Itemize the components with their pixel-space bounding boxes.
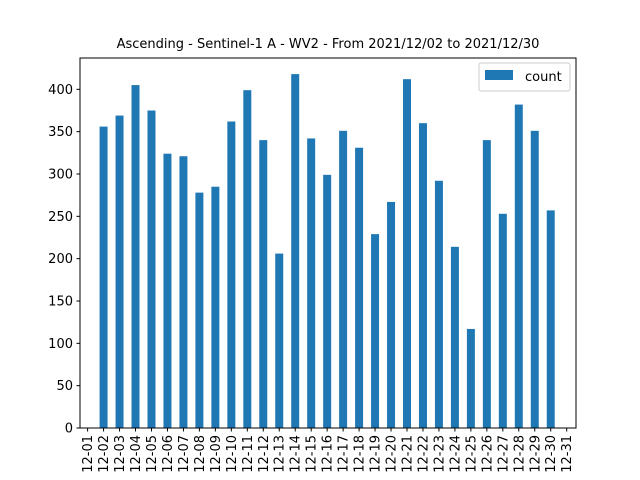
bar-12-27 bbox=[498, 213, 507, 428]
x-tick-label: 12-05 bbox=[145, 435, 160, 473]
x-tick-label: 12-30 bbox=[544, 435, 559, 473]
y-tick-label: 200 bbox=[48, 252, 73, 267]
bar-12-02 bbox=[99, 126, 108, 428]
bars-group bbox=[99, 74, 555, 429]
bar-12-06 bbox=[163, 153, 172, 428]
legend-label-count: count bbox=[525, 70, 562, 85]
bar-12-22 bbox=[418, 123, 427, 428]
bar-12-23 bbox=[434, 180, 443, 428]
bar-12-07 bbox=[179, 156, 188, 428]
x-tick-label: 12-01 bbox=[81, 435, 96, 473]
bar-12-19 bbox=[371, 234, 380, 428]
x-tick-label: 12-15 bbox=[305, 435, 320, 473]
bar-12-08 bbox=[195, 192, 204, 428]
x-tick-label: 12-25 bbox=[464, 435, 479, 473]
x-tick-label: 12-20 bbox=[385, 435, 400, 473]
x-tick-label: 12-21 bbox=[401, 435, 416, 473]
x-tick-label: 12-08 bbox=[193, 435, 208, 473]
x-tick-label: 12-22 bbox=[416, 435, 431, 473]
bar-12-16 bbox=[323, 174, 332, 428]
x-tick-label: 12-31 bbox=[560, 435, 575, 473]
x-tick-label: 12-28 bbox=[512, 435, 527, 473]
bar-12-20 bbox=[387, 201, 396, 428]
y-tick-label: 350 bbox=[48, 125, 73, 140]
legend: count bbox=[478, 62, 571, 92]
bar-12-15 bbox=[307, 138, 316, 428]
x-tick-label: 12-06 bbox=[161, 435, 176, 473]
bar-12-09 bbox=[211, 186, 220, 428]
bar-12-24 bbox=[450, 246, 459, 428]
y-tick-label: 250 bbox=[48, 210, 73, 225]
x-tick-label: 12-27 bbox=[496, 435, 511, 473]
chart-title: Ascending - Sentinel-1 A - WV2 - From 20… bbox=[117, 37, 540, 52]
bar-12-29 bbox=[530, 130, 539, 428]
x-tick-label: 12-29 bbox=[528, 435, 543, 473]
y-axis: 0 50 100 150 200 250 300 350 400 bbox=[48, 83, 80, 437]
y-tick-label: 150 bbox=[48, 294, 73, 309]
plot-frame bbox=[79, 57, 577, 429]
bar-12-18 bbox=[355, 147, 364, 428]
x-tick-label: 12-17 bbox=[337, 435, 352, 473]
y-tick-label: 0 bbox=[65, 422, 73, 437]
bar-12-30 bbox=[546, 210, 555, 428]
bar-12-12 bbox=[259, 140, 268, 428]
bar-12-14 bbox=[291, 74, 300, 428]
x-tick-label: 12-07 bbox=[177, 435, 192, 473]
legend-swatch-count bbox=[485, 70, 513, 80]
x-tick-label: 12-19 bbox=[369, 435, 384, 473]
x-tick-label: 12-13 bbox=[273, 435, 288, 473]
x-tick-label: 12-09 bbox=[209, 435, 224, 473]
bar-12-21 bbox=[403, 79, 411, 429]
y-tick-label: 300 bbox=[48, 167, 73, 182]
y-tick-label: 100 bbox=[48, 337, 73, 352]
x-tick-label: 12-18 bbox=[353, 435, 368, 473]
x-tick-label: 12-26 bbox=[480, 435, 495, 473]
x-tick-label: 12-16 bbox=[321, 435, 336, 473]
x-tick-label: 12-04 bbox=[129, 435, 144, 473]
x-tick-label: 12-23 bbox=[432, 435, 447, 473]
bar-12-17 bbox=[339, 130, 348, 428]
bar-12-28 bbox=[514, 104, 523, 428]
x-tick-label: 12-24 bbox=[448, 435, 463, 473]
bar-12-13 bbox=[275, 253, 284, 428]
bar-12-25 bbox=[466, 328, 475, 428]
x-axis: 12-01 12-02 12-03 12-04 12-05 12-06 12-07 12-08… bbox=[81, 428, 575, 473]
y-tick-label: 50 bbox=[56, 379, 73, 394]
bar-12-11 bbox=[243, 90, 252, 429]
bar-12-26 bbox=[482, 140, 491, 428]
x-tick-label: 12-10 bbox=[225, 435, 240, 473]
x-tick-label: 12-11 bbox=[241, 435, 256, 473]
x-tick-label: 12-02 bbox=[97, 435, 112, 473]
y-tick-label: 400 bbox=[48, 83, 73, 98]
x-tick-label: 12-03 bbox=[113, 435, 128, 473]
bar-12-05 bbox=[147, 110, 156, 429]
bar-12-04 bbox=[131, 85, 140, 428]
bar-12-03 bbox=[115, 115, 124, 428]
bar-12-10 bbox=[227, 121, 236, 428]
x-tick-label: 12-12 bbox=[257, 435, 272, 473]
x-tick-label: 12-14 bbox=[289, 435, 304, 473]
